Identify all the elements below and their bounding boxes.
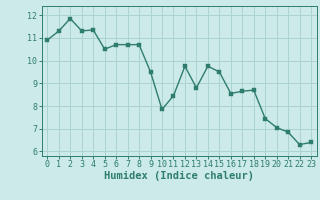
X-axis label: Humidex (Indice chaleur): Humidex (Indice chaleur) [104,171,254,181]
